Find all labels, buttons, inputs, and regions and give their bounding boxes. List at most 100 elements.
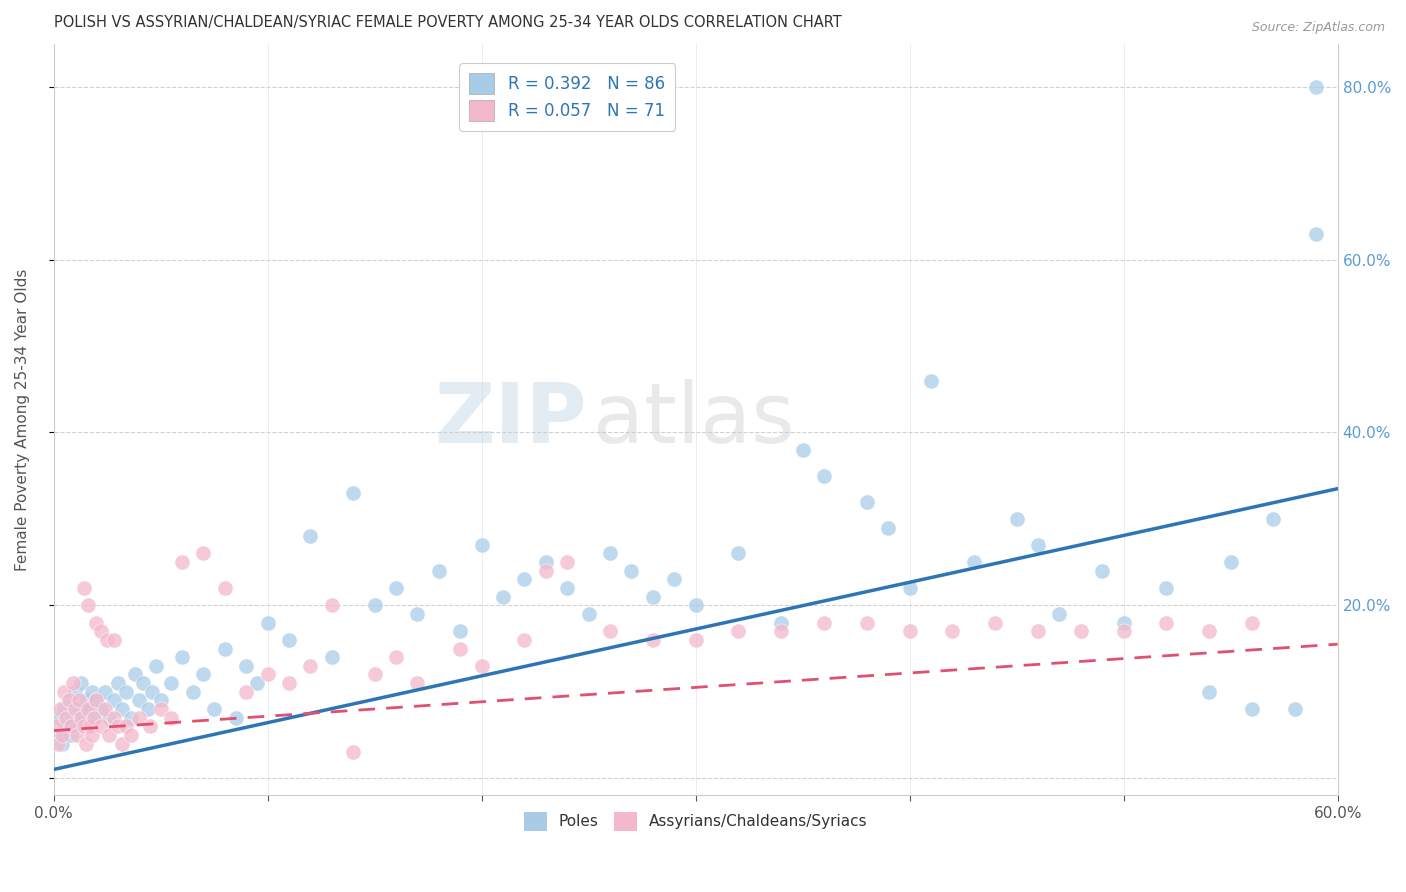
Point — [1284, 702, 1306, 716]
Point — [898, 624, 921, 639]
Point — [67, 693, 90, 707]
Point — [75, 693, 97, 707]
Point — [66, 719, 89, 733]
Point — [132, 676, 155, 690]
Point — [1049, 607, 1071, 621]
Point — [449, 641, 471, 656]
Point — [1240, 615, 1263, 630]
Point — [79, 702, 101, 716]
Point — [67, 702, 90, 716]
Point — [145, 658, 167, 673]
Point — [299, 529, 322, 543]
Point — [115, 719, 138, 733]
Point — [202, 702, 225, 716]
Point — [103, 711, 125, 725]
Point — [128, 711, 150, 725]
Point — [941, 624, 963, 639]
Point — [75, 737, 97, 751]
Text: atlas: atlas — [593, 379, 794, 460]
Point — [63, 684, 86, 698]
Text: Source: ZipAtlas.com: Source: ZipAtlas.com — [1251, 21, 1385, 34]
Y-axis label: Female Poverty Among 25-34 Year Olds: Female Poverty Among 25-34 Year Olds — [15, 268, 30, 571]
Point — [1305, 79, 1327, 94]
Point — [1263, 512, 1285, 526]
Point — [363, 599, 385, 613]
Text: POLISH VS ASSYRIAN/CHALDEAN/SYRIAC FEMALE POVERTY AMONG 25-34 YEAR OLDS CORRELAT: POLISH VS ASSYRIAN/CHALDEAN/SYRIAC FEMAL… — [53, 15, 841, 30]
Text: ZIP: ZIP — [434, 379, 586, 460]
Point — [96, 632, 118, 647]
Point — [1156, 615, 1178, 630]
Point — [58, 693, 80, 707]
Point — [115, 684, 138, 698]
Point — [51, 728, 73, 742]
Point — [141, 684, 163, 698]
Point — [278, 676, 301, 690]
Point — [46, 728, 69, 742]
Point — [62, 711, 84, 725]
Point — [107, 676, 129, 690]
Point — [120, 711, 142, 725]
Point — [256, 615, 278, 630]
Point — [792, 442, 814, 457]
Point — [59, 728, 82, 742]
Point — [82, 728, 104, 742]
Point — [555, 555, 578, 569]
Point — [321, 650, 343, 665]
Point — [599, 546, 621, 560]
Point — [94, 702, 117, 716]
Point — [492, 590, 515, 604]
Point — [342, 486, 364, 500]
Point — [76, 702, 98, 716]
Point — [94, 684, 117, 698]
Point — [235, 658, 257, 673]
Point — [727, 624, 749, 639]
Point — [149, 693, 172, 707]
Point — [727, 546, 749, 560]
Point — [1026, 624, 1049, 639]
Point — [385, 581, 408, 595]
Point — [51, 737, 73, 751]
Point — [170, 650, 193, 665]
Point — [599, 624, 621, 639]
Point — [813, 468, 835, 483]
Point — [471, 658, 494, 673]
Point — [170, 555, 193, 569]
Point — [136, 702, 159, 716]
Point — [578, 607, 600, 621]
Point — [72, 711, 94, 725]
Point — [160, 711, 183, 725]
Point — [111, 737, 134, 751]
Point — [1156, 581, 1178, 595]
Point — [55, 711, 77, 725]
Point — [856, 494, 879, 508]
Point — [160, 676, 183, 690]
Point — [86, 693, 108, 707]
Point — [513, 632, 536, 647]
Point — [1198, 684, 1220, 698]
Point — [98, 711, 121, 725]
Point — [49, 702, 72, 716]
Point — [193, 546, 215, 560]
Point — [664, 573, 686, 587]
Point — [49, 711, 72, 725]
Point — [513, 573, 536, 587]
Point — [1091, 564, 1114, 578]
Point — [139, 719, 162, 733]
Point — [235, 684, 257, 698]
Point — [98, 728, 121, 742]
Point — [342, 745, 364, 759]
Point — [72, 581, 94, 595]
Point — [128, 693, 150, 707]
Point — [149, 702, 172, 716]
Point — [321, 599, 343, 613]
Point — [1240, 702, 1263, 716]
Point — [534, 564, 557, 578]
Point — [72, 719, 94, 733]
Point — [1112, 615, 1135, 630]
Point — [1112, 624, 1135, 639]
Point — [246, 676, 269, 690]
Point — [471, 538, 494, 552]
Point — [1026, 538, 1049, 552]
Point — [1070, 624, 1092, 639]
Point — [107, 719, 129, 733]
